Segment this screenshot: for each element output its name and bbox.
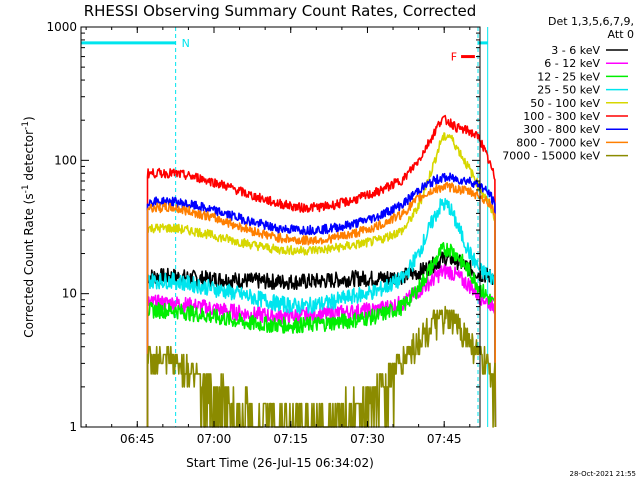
x-tick-label-0645: 06:45 xyxy=(120,432,155,446)
legend-label-300-800-kev: 300 - 800 keV xyxy=(523,123,600,136)
y-tick-label-1: 1 xyxy=(69,420,77,434)
legend-label-50-100-kev: 50 - 100 keV xyxy=(530,97,600,110)
legend-label-100-300-kev: 100 - 300 keV xyxy=(523,110,600,123)
x-tick-label-0730: 07:30 xyxy=(350,432,385,446)
y-axis-label-sup2: -1 xyxy=(21,121,31,130)
legend-header-line-2: Att 0 xyxy=(608,28,634,41)
legend-label-6-12-kev: 6 - 12 keV xyxy=(544,57,600,70)
y-axis-label: Corrected Count Rate (s-1 detector-1) xyxy=(21,116,36,337)
y-axis-label-sup1: -1 xyxy=(21,184,31,193)
y-axis-label-main: Corrected Count Rate (s xyxy=(22,193,36,337)
legend-label-7000-15000-kev: 7000 - 15000 keV xyxy=(502,150,600,163)
series-line-50-100-kev xyxy=(146,132,497,428)
legend-label-12-25-kev: 12 - 25 keV xyxy=(537,70,600,83)
legend-label-3-6-kev: 3 - 6 keV xyxy=(551,44,600,57)
series-line-800-7000-kev xyxy=(146,181,497,428)
y-tick-label-10: 10 xyxy=(62,287,77,301)
flare-label: F xyxy=(451,51,457,64)
x-axis-label: Start Time (26-Jul-15 06:34:02) xyxy=(186,456,374,470)
series-line-7000-15000-kev xyxy=(146,305,497,428)
legend-label-800-7000-kev: 800 - 7000 keV xyxy=(516,136,600,149)
y-tick-label-1000: 1000 xyxy=(46,20,77,34)
x-tick-label-0715: 07:15 xyxy=(273,432,308,446)
chart-title: RHESSI Observing Summary Count Rates, Co… xyxy=(84,2,477,20)
generation-timestamp: 28-Oct-2021 21:55 xyxy=(570,470,636,478)
x-tick-label-0700: 07:00 xyxy=(197,432,232,446)
plot-frame xyxy=(80,26,481,428)
y-axis-label-mid: detector xyxy=(22,130,36,185)
y-tick-label-100: 100 xyxy=(54,153,77,167)
y-axis-label-end: ) xyxy=(22,116,36,121)
legend-header-line-1: Det 1,3,5,6,7,9, xyxy=(548,15,634,28)
night-label: N xyxy=(182,37,190,50)
legend-label-25-50-kev: 25 - 50 keV xyxy=(537,84,600,97)
series-line-300-800-kev xyxy=(146,172,497,428)
series-line-100-300-kev xyxy=(146,114,497,428)
tick-layer: 06:45 07:00 07:15 07:30 07:45 1 10 100 1000 xyxy=(46,20,480,446)
series-line-6-12-kev xyxy=(146,264,497,428)
series-line-12-25-kev xyxy=(146,242,497,428)
series-line-25-50-kev xyxy=(146,197,497,428)
plot-layer: NF xyxy=(80,27,497,428)
x-tick-label-0745: 07:45 xyxy=(427,432,462,446)
